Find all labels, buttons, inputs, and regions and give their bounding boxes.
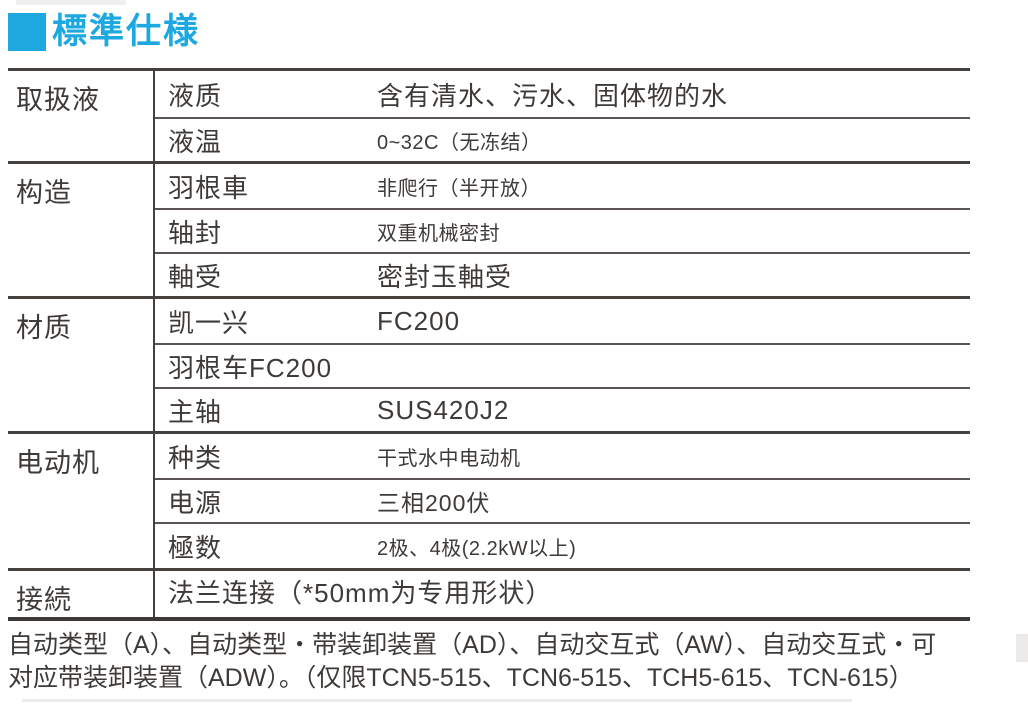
attr-value: 双重机械密封	[377, 222, 500, 245]
page-title: 標準仕様	[8, 10, 200, 54]
attr-value: 0~32C（无冻结）	[377, 131, 542, 154]
spec-table: 取扱液 液质 含有清水、污水、固体物的水 液温 0~32C（无冻结） 构造 羽根…	[8, 68, 970, 621]
table-row: 液温 0~32C（无冻结）	[155, 117, 970, 161]
category-label: 构造	[16, 178, 72, 208]
top-edge-artifact	[16, 0, 126, 5]
category-label: 电动机	[16, 448, 100, 478]
attr-label: 凯一兴	[168, 307, 250, 338]
table-row: 液质 含有清水、污水、固体物的水	[155, 71, 970, 117]
attr-label: 主轴	[168, 396, 223, 427]
attr-value: SUS420J2	[377, 394, 510, 425]
table-row: 極数 2极、4极(2.2kW以上)	[155, 522, 970, 568]
attr-value: 三相200伏	[377, 490, 491, 516]
footnote-line-2: 对应带装卸装置（ADW）。（仅限TCN5-515、TCN6-515、TCH5-6…	[8, 664, 914, 692]
category-label: 取扱液	[16, 85, 100, 115]
footnote: 自动类型（A）、自动类型・带装卸装置（AD）、自动交互式（AW）、自动交互式・可…	[8, 629, 1023, 695]
attr-label: 电源	[168, 487, 223, 518]
attr-value: FC200	[377, 305, 461, 336]
table-section-construction: 构造 羽根車 非爬行（半开放） 轴封 双重机械密封 軸受 密封玉軸受	[8, 161, 970, 296]
category-label: 材质	[16, 313, 72, 343]
attr-value: 密封玉軸受	[377, 261, 513, 292]
table-row: 凯一兴 FC200	[155, 299, 970, 343]
faint-bottom-divider	[22, 699, 852, 702]
attr-value: 干式水中电动机	[377, 447, 521, 470]
attr-label: 羽根車	[168, 172, 250, 203]
attr-label: 轴封	[168, 217, 223, 248]
table-row: 种类 干式水中电动机	[155, 434, 970, 478]
table-row: 电源 三相200伏	[155, 478, 970, 522]
table-section-motor: 电动机 种类 干式水中电动机 电源 三相200伏 極数 2极、4极(2.2kW以…	[8, 431, 970, 568]
attr-label: 液温	[168, 126, 223, 157]
footnote-line-1: 自动类型（A）、自动类型・带装卸装置（AD）、自动交互式（AW）、自动交互式・可	[8, 631, 937, 659]
attr-label: 种类	[168, 442, 223, 473]
attr-label: 羽根车FC200	[168, 352, 333, 383]
right-edge-artifact	[1016, 634, 1028, 662]
table-row: 軸受 密封玉軸受	[155, 252, 970, 296]
attr-label: 液质	[168, 80, 223, 111]
attr-value: 2极、4极(2.2kW以上)	[377, 537, 577, 560]
table-row: 法兰连接（*50mm为专用形状）	[155, 571, 970, 612]
attr-label: 法兰连接（*50mm为专用形状）	[168, 578, 553, 608]
table-section-connection: 接続 法兰连接（*50mm为专用形状）	[8, 568, 970, 617]
attr-label: 軸受	[168, 261, 223, 292]
table-section-handled-liquid: 取扱液 液质 含有清水、污水、固体物的水 液温 0~32C（无冻结）	[8, 71, 970, 161]
attr-label: 極数	[168, 532, 223, 563]
category-label: 接続	[16, 585, 72, 615]
table-section-material: 材质 凯一兴 FC200 羽根车FC200 主轴 SUS420J2	[8, 296, 970, 431]
table-row: 羽根車 非爬行（半开放）	[155, 164, 970, 208]
table-row: 羽根车FC200	[155, 343, 970, 387]
table-row: 轴封 双重机械密封	[155, 208, 970, 252]
attr-value: 非爬行（半开放）	[377, 177, 541, 200]
table-row: 主轴 SUS420J2	[155, 387, 970, 431]
title-square-icon	[8, 13, 46, 51]
page-title-text: 標準仕様	[52, 12, 201, 51]
attr-value: 含有清水、污水、固体物的水	[377, 80, 729, 111]
